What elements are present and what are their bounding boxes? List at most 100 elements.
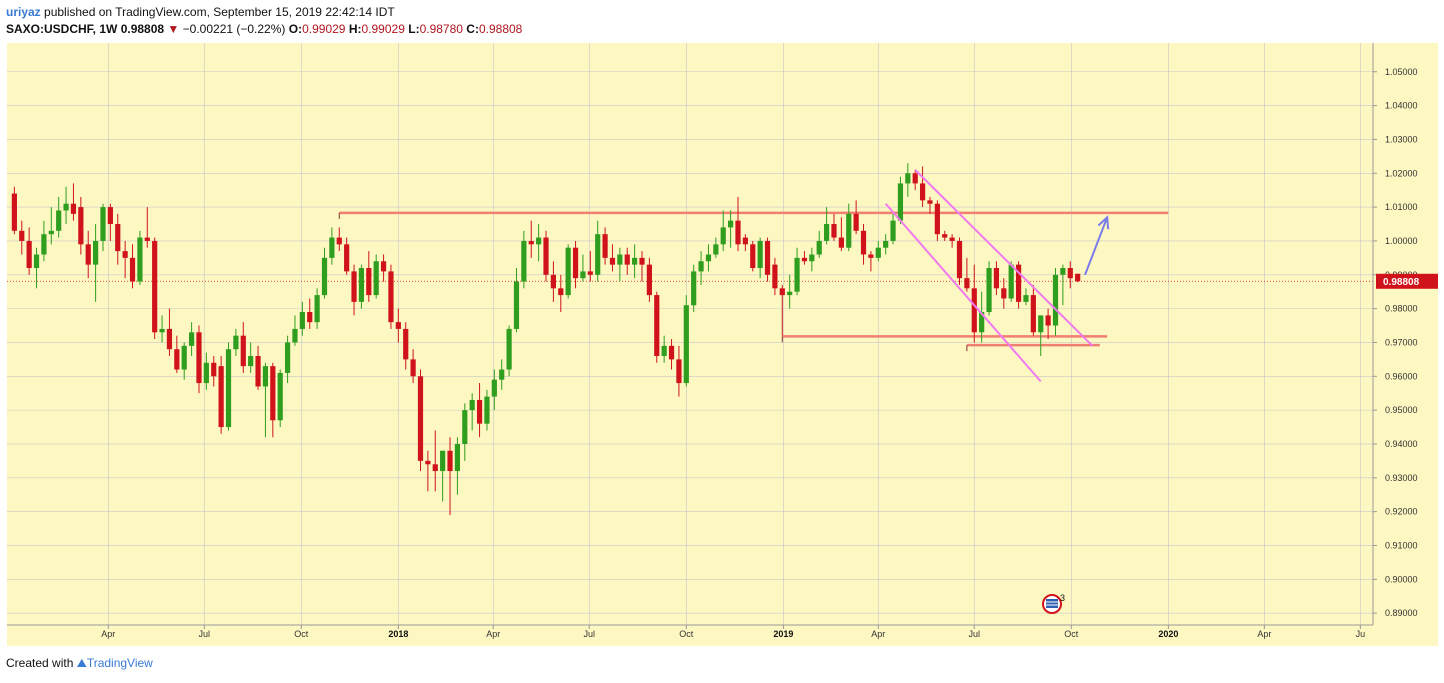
support-resistance-levels xyxy=(7,211,1373,352)
candle-down xyxy=(366,268,372,296)
candle-down xyxy=(432,464,438,472)
candle-up xyxy=(632,257,638,265)
candle-up xyxy=(469,399,475,411)
y-tick-label: 1.01000 xyxy=(1385,202,1418,212)
candle-up xyxy=(41,234,47,255)
candle-up xyxy=(698,261,704,272)
candle-down xyxy=(11,193,17,231)
candle-up xyxy=(513,281,520,329)
candle-down xyxy=(270,366,276,421)
candle-down xyxy=(543,237,549,275)
candle-up xyxy=(33,254,40,269)
low-value: 0.98780 xyxy=(419,22,463,36)
candle-down xyxy=(964,278,970,289)
candle-up xyxy=(1023,295,1029,302)
candle-up xyxy=(617,254,623,265)
y-tick-label: 0.92000 xyxy=(1385,507,1418,517)
candle-down xyxy=(971,288,977,333)
candle-up xyxy=(93,240,99,265)
event-badge[interactable]: 3 xyxy=(1042,593,1065,614)
candle-down xyxy=(919,183,926,201)
candle-up xyxy=(794,257,800,292)
y-tick-label: 1.00000 xyxy=(1385,236,1418,246)
candle-down xyxy=(410,359,416,377)
event-count: 3 xyxy=(1060,593,1065,603)
candle-down xyxy=(395,322,401,329)
candle-up xyxy=(883,240,889,248)
candle-up xyxy=(595,234,601,275)
candle-down xyxy=(85,244,91,265)
candle-up xyxy=(454,443,461,472)
candle-up xyxy=(824,224,830,241)
candle-up xyxy=(373,261,379,296)
price-axis[interactable]: 1.05000 1.04000 1.03000 1.02000 1.01000 1.000… xyxy=(1373,67,1418,618)
author-link[interactable]: uriyaz xyxy=(6,5,41,19)
candle-down xyxy=(587,271,593,275)
x-tick-label: Oct xyxy=(679,629,694,639)
low-label: L: xyxy=(408,22,420,36)
channel-line xyxy=(884,203,1042,383)
candle-down xyxy=(240,335,246,367)
y-tick-label: 0.95000 xyxy=(1385,405,1418,415)
candle-down xyxy=(646,264,652,296)
candle-up xyxy=(846,213,852,248)
candle-down xyxy=(838,237,844,248)
flag-stripes xyxy=(1046,599,1058,608)
y-tick-label: 0.98000 xyxy=(1385,304,1418,314)
candle-up xyxy=(787,291,793,296)
candle-up xyxy=(292,328,298,343)
candle-down xyxy=(70,203,77,214)
candle-down xyxy=(735,220,741,245)
candle-up xyxy=(137,237,143,282)
candle-down xyxy=(344,244,350,272)
price-chart[interactable]: 1.05000 1.04000 1.03000 1.02000 1.01000 1.000… xyxy=(0,0,1444,650)
candle-down xyxy=(1001,288,1007,299)
candle-down xyxy=(417,376,424,461)
candle-down xyxy=(949,237,955,241)
candle-up xyxy=(905,173,911,184)
candle-up xyxy=(705,254,712,262)
candle-down xyxy=(868,254,874,258)
tradingview-link[interactable]: TradingView xyxy=(86,656,153,670)
time-axis[interactable]: Apr Jul Oct 2018 Apr Jul Oct 2019 Apr Jul Oct 2020 A… xyxy=(101,625,1365,639)
candle-down xyxy=(19,230,25,241)
candle-down xyxy=(654,295,660,356)
y-tick-label: 0.89000 xyxy=(1385,608,1418,618)
y-tick-label: 1.04000 xyxy=(1385,101,1418,111)
candle-up xyxy=(897,183,904,221)
candle-up xyxy=(1038,315,1044,333)
candle-down xyxy=(174,349,180,370)
candle-down xyxy=(476,399,483,424)
candle-up xyxy=(358,268,365,302)
x-tick-label: Apr xyxy=(486,629,500,639)
high-label: H: xyxy=(348,22,362,36)
candle-up xyxy=(580,271,586,279)
open-label: O: xyxy=(288,22,303,36)
candle-up xyxy=(1060,268,1066,275)
candle-down xyxy=(196,332,202,384)
candle-down xyxy=(993,268,1000,289)
candle-down xyxy=(942,234,948,238)
projection-arrow-head xyxy=(1097,215,1110,230)
candle-down xyxy=(255,355,261,387)
candle-up xyxy=(986,268,992,313)
candle-down xyxy=(351,271,357,302)
candle-down xyxy=(927,200,933,204)
candle-up xyxy=(875,247,881,258)
candle-up xyxy=(691,271,697,306)
x-tick-label: Apr xyxy=(1257,629,1271,639)
close-label: C: xyxy=(466,22,479,36)
x-tick-label: Apr xyxy=(871,629,885,639)
candle-up xyxy=(248,355,254,367)
candle-up xyxy=(1008,264,1014,299)
last-price-tag-text: 0.98808 xyxy=(1383,277,1420,288)
published-text: published on TradingView.com, September … xyxy=(40,5,395,19)
candle-down xyxy=(1045,315,1051,326)
candle-up xyxy=(565,247,571,296)
x-tick-label: Jul xyxy=(584,629,596,639)
down-arrow-icon: ▼ xyxy=(167,22,180,36)
candle-up xyxy=(56,210,62,231)
candle-up xyxy=(757,240,763,269)
candle-down xyxy=(388,271,394,323)
x-tick-label: Apr xyxy=(101,629,115,639)
